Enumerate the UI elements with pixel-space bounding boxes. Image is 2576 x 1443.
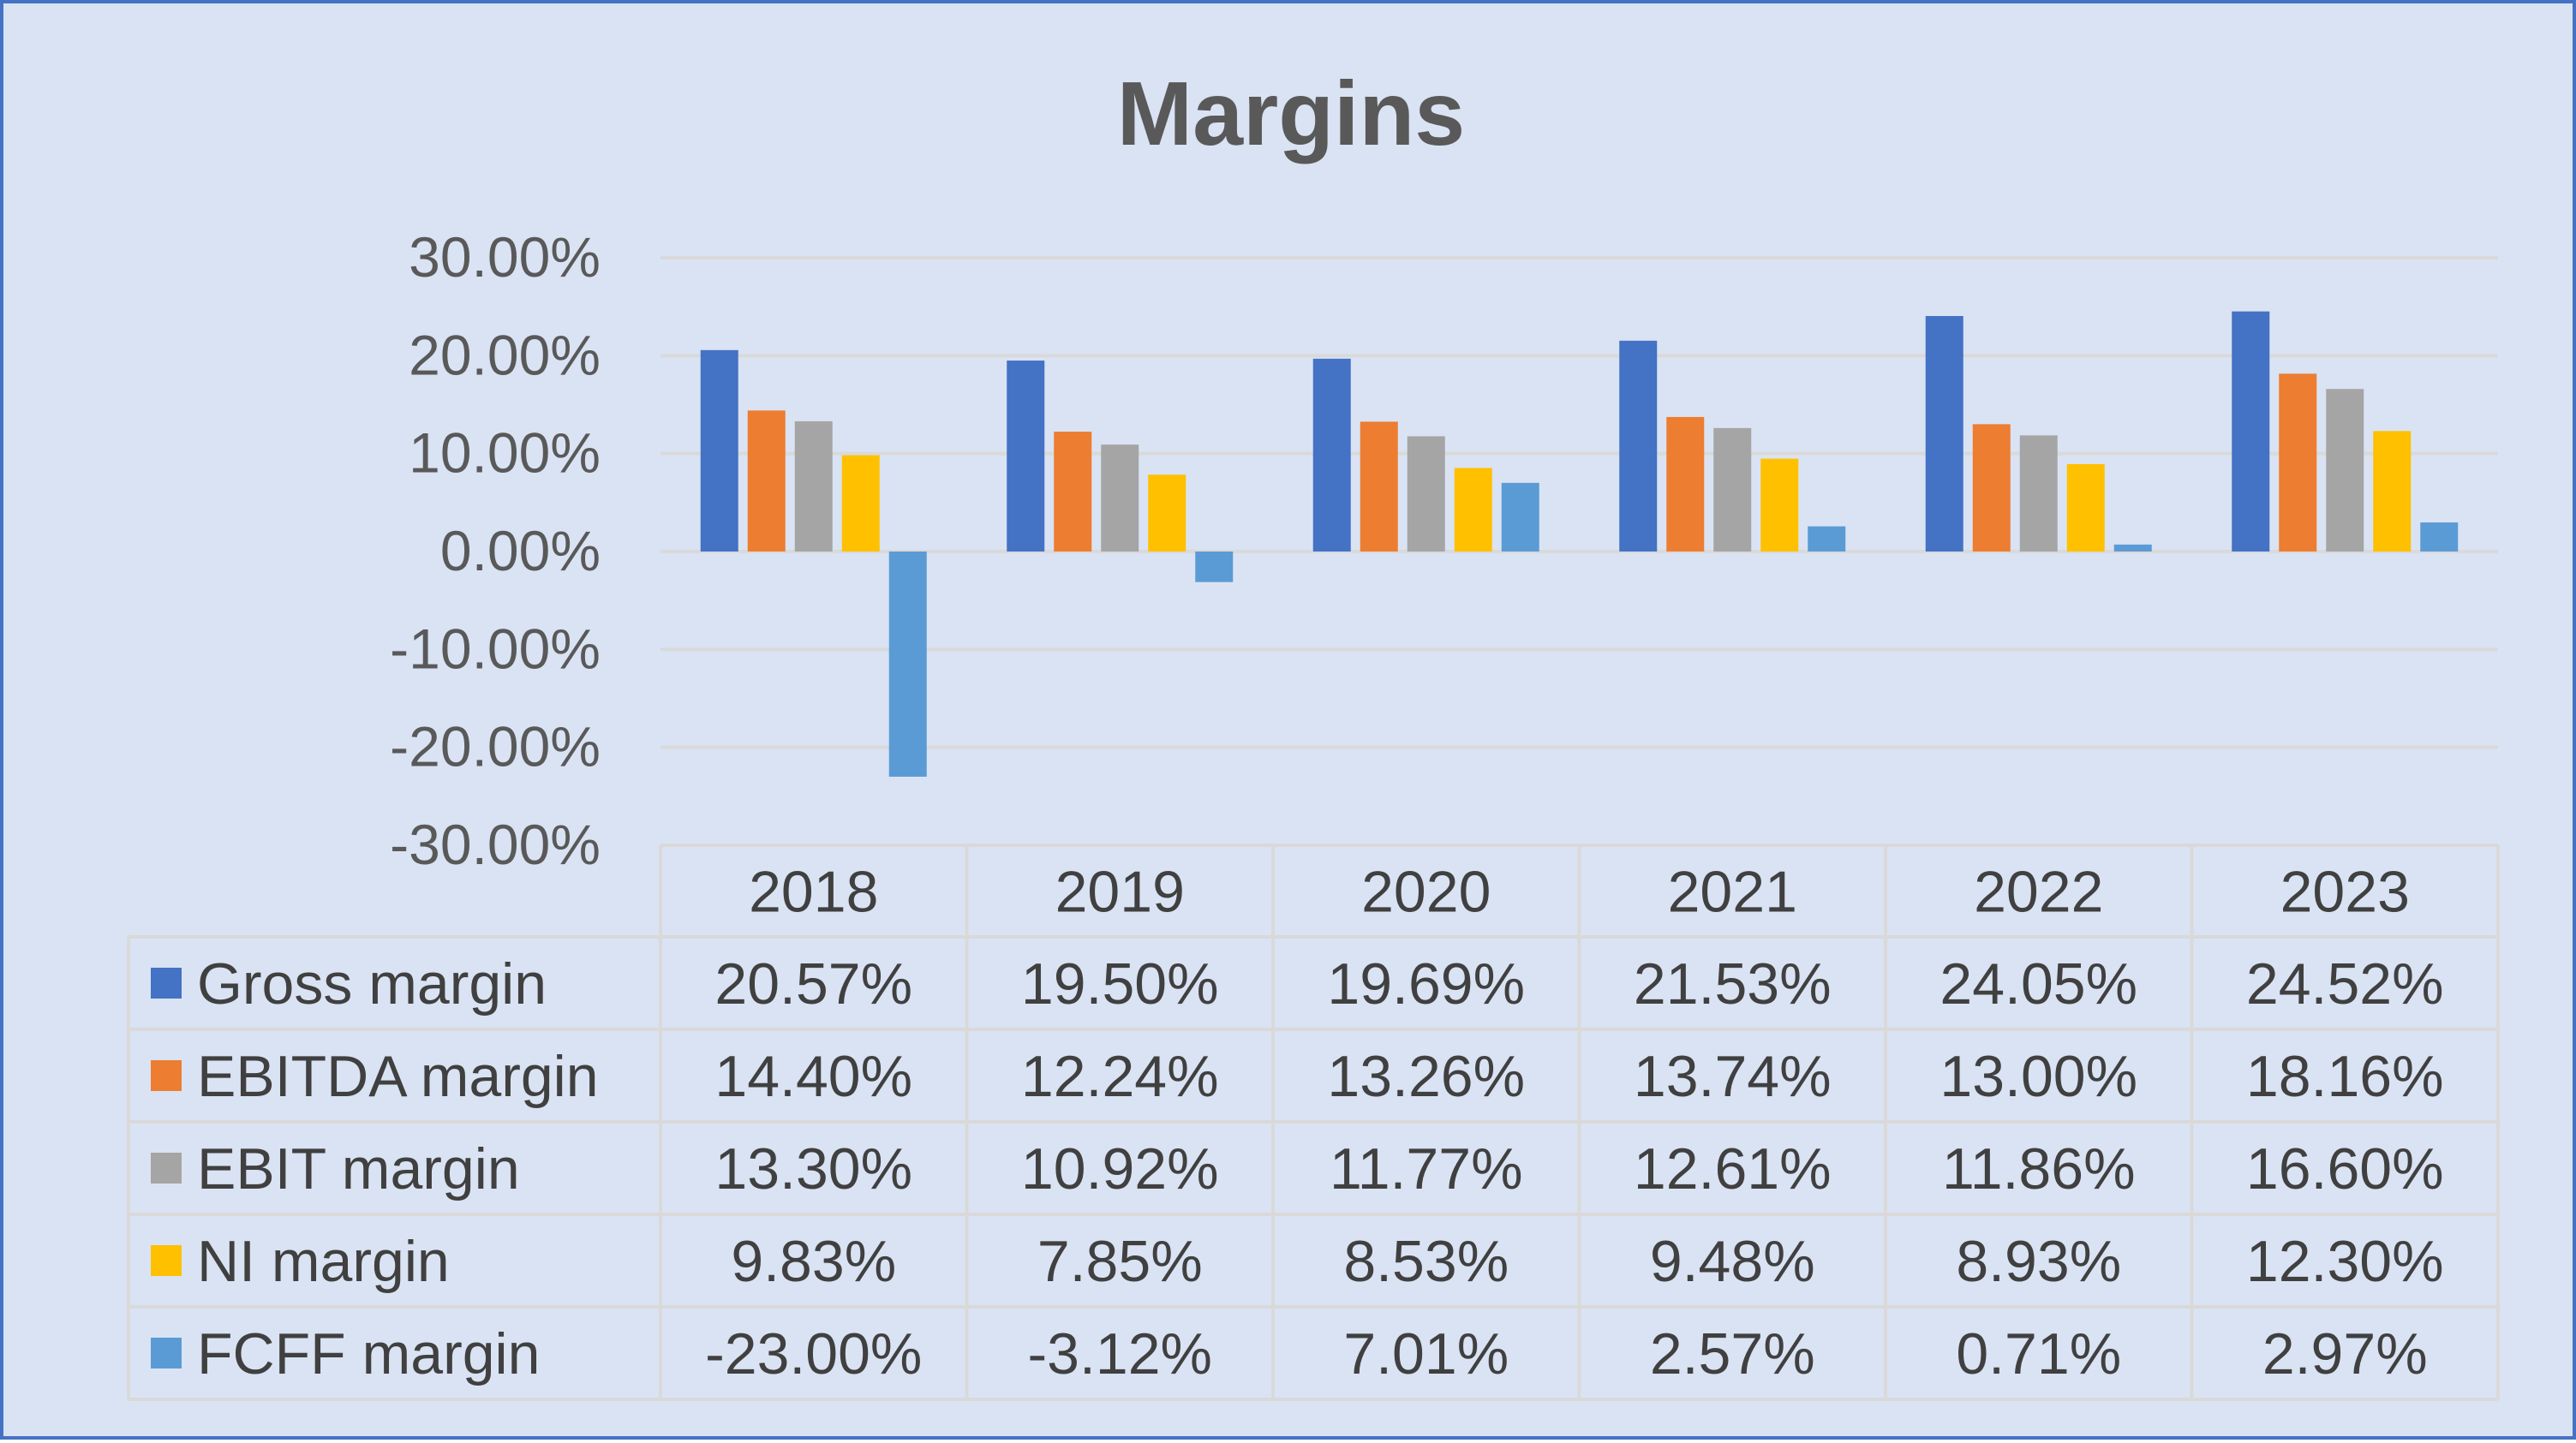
bar — [2019, 435, 2058, 552]
bar — [1925, 316, 1963, 552]
y-tick-label: 10.00% — [409, 421, 601, 485]
y-tick-label: -10.00% — [390, 617, 601, 680]
bar — [1148, 474, 1186, 552]
legend-key — [151, 1060, 182, 1091]
x-category-label: 2019 — [1055, 860, 1185, 925]
legend-key — [151, 1338, 182, 1368]
series-name: Gross margin — [197, 951, 547, 1017]
series-name: EBIT margin — [197, 1136, 520, 1202]
table-cell: 9.48% — [1650, 1229, 1815, 1294]
bar — [1501, 482, 1539, 552]
bar — [1101, 444, 1139, 552]
y-axis-tick-labels: 30.00% 20.00% 10.00% 0.00% -10.00% -20.00% -30… — [390, 225, 601, 876]
series-name: EBITDA margin — [197, 1044, 599, 1109]
bar — [1312, 358, 1351, 552]
table-cell: 19.50% — [1021, 951, 1219, 1017]
table-cell: -23.00% — [705, 1321, 922, 1386]
table-cell: 11.77% — [1330, 1136, 1523, 1202]
margins-chart: Margins 30.00% 20.00% 10.00% 0.00% -10.00% -2… — [127, 63, 2500, 1401]
table-cell: 10.92% — [1021, 1136, 1219, 1202]
bar — [1407, 436, 1445, 552]
series-name: NI margin — [197, 1229, 450, 1294]
table-cell: 18.16% — [2246, 1044, 2444, 1109]
table-cell: 13.00% — [1939, 1044, 2137, 1109]
bar — [2326, 389, 2364, 552]
table-cell: 14.40% — [714, 1044, 912, 1109]
bar — [700, 349, 738, 552]
chart-title: Margins — [1117, 63, 1465, 164]
bar — [1666, 416, 1705, 552]
bar — [2232, 311, 2270, 552]
bar — [1454, 468, 1492, 552]
bar — [1054, 432, 1092, 552]
table-cell: 2.97% — [2262, 1321, 2428, 1386]
bar — [888, 552, 927, 777]
table-cell: 19.69% — [1327, 951, 1525, 1017]
bar — [794, 420, 833, 552]
table-cell: 24.05% — [1939, 951, 2137, 1017]
series-name: FCFF margin — [197, 1321, 540, 1386]
table-cell: 13.26% — [1327, 1044, 1525, 1109]
x-category-label: 2021 — [1668, 860, 1797, 925]
bar — [1619, 340, 1658, 552]
bar — [2373, 431, 2412, 552]
x-category-label: 2023 — [2280, 860, 2410, 925]
bar — [2113, 544, 2152, 552]
table-cell: 24.52% — [2246, 951, 2444, 1017]
x-category-label: 2022 — [1974, 860, 2103, 925]
table-cell: -3.12% — [1028, 1321, 1212, 1386]
bars — [700, 311, 2459, 777]
bar — [841, 455, 880, 552]
bar — [1808, 526, 1846, 552]
bar — [1713, 427, 1752, 552]
bar — [2066, 463, 2105, 552]
x-category-label: 2018 — [749, 860, 878, 925]
table-cell: 12.24% — [1021, 1044, 1219, 1109]
bar — [1360, 421, 1398, 552]
table-cell: 8.93% — [1956, 1229, 2121, 1294]
table-cell: 21.53% — [1634, 951, 1832, 1017]
legend-key — [151, 968, 182, 999]
table-cell: 13.74% — [1634, 1044, 1832, 1109]
table-cell: 11.86% — [1942, 1136, 2136, 1202]
legend-key — [151, 1245, 182, 1276]
data-table: 2018 2019 2020 2021 2022 2023 Gross margin 20.5… — [127, 844, 2500, 1401]
table-cell: 12.30% — [2246, 1229, 2444, 1294]
table-cell: 7.01% — [1343, 1321, 1509, 1386]
gridlines — [660, 256, 2498, 749]
table-cell: 13.30% — [714, 1136, 912, 1202]
y-tick-label: 20.00% — [409, 323, 601, 386]
table-cell: 7.85% — [1037, 1229, 1203, 1294]
table-cell: 0.71% — [1956, 1321, 2121, 1386]
bar — [2279, 373, 2317, 552]
bar — [1007, 361, 1045, 552]
bar — [2420, 522, 2459, 552]
bar — [1972, 424, 2011, 552]
x-category-label: 2020 — [1361, 860, 1491, 925]
y-tick-label: 0.00% — [440, 519, 601, 582]
legend-key — [151, 1153, 182, 1184]
bar — [1195, 552, 1234, 582]
table-cell: 2.57% — [1650, 1321, 1815, 1386]
bar — [747, 410, 786, 552]
y-tick-label: -30.00% — [390, 813, 601, 876]
table-cell: 9.83% — [731, 1229, 896, 1294]
table-cell: 8.53% — [1343, 1229, 1509, 1294]
table-cell: 16.60% — [2246, 1136, 2444, 1202]
table-cell: 20.57% — [714, 951, 912, 1017]
y-tick-label: -20.00% — [390, 715, 601, 778]
table-cell: 12.61% — [1634, 1136, 1832, 1202]
y-tick-label: 30.00% — [409, 225, 601, 289]
bar — [1760, 458, 1799, 552]
